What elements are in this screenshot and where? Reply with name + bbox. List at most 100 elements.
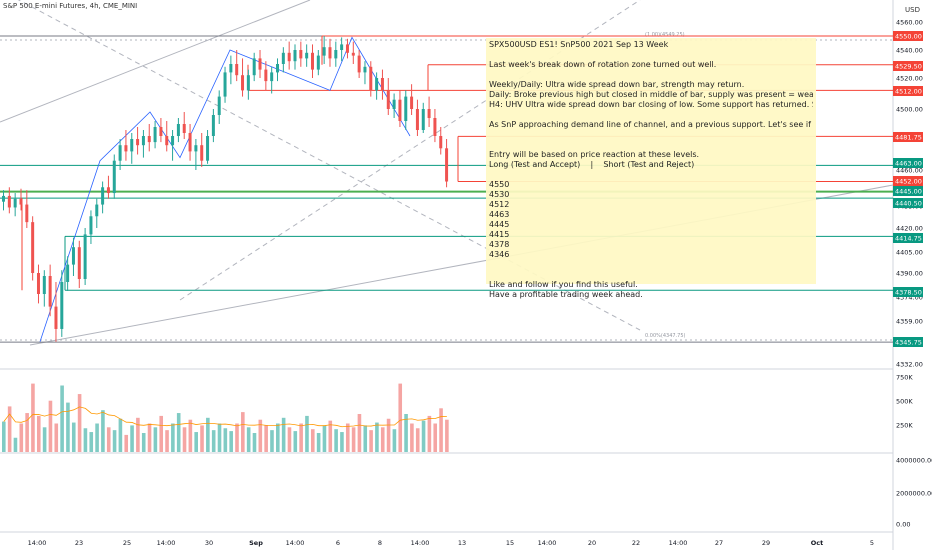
candle-body: [36, 273, 40, 294]
note-line: Weekly/Daily: Ultra wide spread down bar…: [489, 80, 745, 89]
volume-bar: [369, 430, 373, 452]
note-line: [489, 170, 813, 180]
time-tick-label: 30: [205, 539, 213, 547]
volume-bar: [130, 425, 134, 452]
volume-bar: [101, 410, 105, 452]
candle-body: [42, 276, 46, 294]
volume-bar: [258, 419, 263, 452]
price-tick-label: 4405.00: [896, 249, 923, 257]
candle-body: [182, 124, 186, 133]
note-line: [489, 130, 813, 140]
lower-tick-label: 2000000.00: [896, 490, 932, 498]
candle-body: [380, 78, 384, 91]
volume-bar: [322, 425, 327, 452]
candle-body: [258, 58, 262, 70]
volume-bar: [345, 423, 350, 452]
candle-body: [334, 50, 338, 59]
price-tag-label: 4345.75: [895, 339, 922, 347]
volume-bar: [229, 431, 233, 452]
price-tag-label: 4463.00: [895, 160, 922, 168]
note-line: Long (Test and Accept) | Short (Test and…: [489, 160, 695, 169]
note-line: SPX500USD ES1! SnP500 2021 Sep 13 Week: [489, 40, 669, 49]
volume-bar: [398, 383, 403, 452]
candle-body: [357, 55, 361, 73]
fib-label: (1.00)(4549.25): [645, 32, 685, 38]
volume-bar: [147, 423, 152, 452]
volume-bar: [171, 423, 175, 452]
price-tag-label: 4445.00: [895, 188, 922, 196]
volume-bar: [363, 425, 368, 452]
volume-bar: [223, 428, 228, 452]
price-tick-label: 4500.00: [896, 106, 923, 114]
price-tick-label: 4460.00: [896, 167, 923, 175]
candle-body: [176, 124, 180, 136]
candle-body: [7, 195, 11, 208]
candle-body: [415, 109, 419, 130]
candle-body: [171, 136, 175, 146]
price-tag: [893, 287, 923, 297]
candle-body: [375, 78, 379, 91]
lower-tick-label: 4000000.00: [896, 457, 932, 465]
volume-bar: [136, 417, 140, 452]
price-tick-label: 4374.00: [896, 294, 923, 302]
volume-bar: [415, 428, 420, 452]
candle-body: [60, 282, 64, 329]
price-tick-label: 4420.00: [896, 225, 923, 233]
candle-body: [206, 136, 210, 161]
volume-bar: [351, 427, 356, 452]
price-tag-label: 4529.50: [895, 63, 922, 71]
analysis-note[interactable]: SPX500USD ES1! SnP500 2021 Sep 13 Week La…: [486, 38, 816, 299]
time-tick-label: 15: [506, 539, 514, 547]
candle-body: [246, 75, 250, 91]
price-tick-label: 4359.00: [896, 318, 923, 326]
volume-bar: [404, 414, 408, 452]
volume-bar: [264, 425, 268, 452]
candle-body: [194, 145, 198, 152]
time-tick-label: 22: [632, 539, 640, 547]
channel-upper-line: [0, 0, 311, 123]
volume-bar: [2, 421, 6, 452]
price-tag: [893, 132, 923, 142]
candle-body: [13, 198, 17, 208]
volume-bar: [89, 432, 94, 452]
candle-body: [159, 127, 163, 136]
candle-body: [235, 64, 239, 76]
volume-bar: [328, 420, 333, 452]
time-tick-label: Sep: [249, 539, 263, 547]
volume-bar: [316, 433, 321, 452]
volume-bar: [375, 422, 379, 452]
price-tag-label: 4378.50: [895, 289, 922, 297]
candle-body: [130, 139, 134, 152]
volume-bar: [124, 434, 129, 452]
candle-body: [386, 90, 390, 109]
candle-body: [217, 96, 221, 115]
candle-body: [328, 47, 332, 59]
volume-bar: [299, 423, 303, 452]
volume-ma-line: [3, 406, 447, 428]
note-line: 4530: [489, 190, 510, 199]
candle-body: [83, 234, 87, 279]
candle-body: [241, 75, 245, 91]
volume-bar: [310, 429, 315, 452]
candle-body: [421, 109, 425, 130]
volume-bar: [176, 413, 181, 452]
candle-body: [141, 136, 145, 146]
volume-bar: [211, 430, 216, 452]
note-line: 4378: [489, 240, 510, 249]
time-tick-label: 14:00: [411, 539, 430, 547]
candle-body: [398, 99, 402, 121]
price-tag: [893, 61, 923, 71]
candle-body: [299, 50, 303, 59]
candle-body: [25, 204, 29, 223]
candle-body: [31, 222, 35, 273]
volume-bar: [188, 419, 193, 452]
volume-bar: [427, 415, 432, 452]
time-tick-label: 14:00: [538, 539, 557, 547]
candle-body: [310, 52, 314, 70]
volume-bar: [200, 425, 204, 452]
time-tick-label: 20: [588, 539, 596, 547]
price-tag-label: 4512.00: [895, 88, 922, 96]
price-tag: [893, 233, 923, 243]
price-tick-label: 4332.00: [896, 361, 923, 369]
volume-bar: [357, 414, 362, 452]
